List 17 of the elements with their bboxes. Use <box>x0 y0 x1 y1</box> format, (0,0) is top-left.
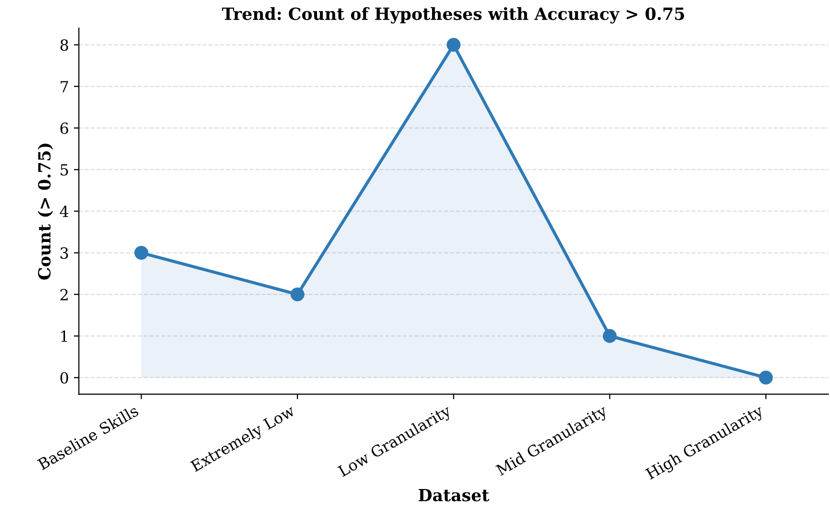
y-tick-label: 4 <box>60 206 68 218</box>
y-tick-label: 7 <box>60 81 68 92</box>
y-tick-label: 1 <box>61 330 67 342</box>
y-tick-label: 2 <box>60 288 68 300</box>
point <box>602 329 617 343</box>
point <box>290 287 304 302</box>
y-tick-label: 6 <box>60 122 68 134</box>
point <box>134 246 148 260</box>
y-tick-label: 8 <box>60 39 68 51</box>
point <box>758 370 773 385</box>
y-axis-title: Count (> 0.75) <box>38 144 53 280</box>
x-axis-title: Dataset <box>418 488 490 502</box>
point <box>446 38 461 52</box>
y-tick-label: 0 <box>60 372 68 384</box>
chart-title: Trend: Count of Hypotheses with Accuracy > 0.75 <box>222 7 684 24</box>
y-tick-label: 5 <box>60 164 68 176</box>
y-tick-label: 3 <box>60 247 68 259</box>
